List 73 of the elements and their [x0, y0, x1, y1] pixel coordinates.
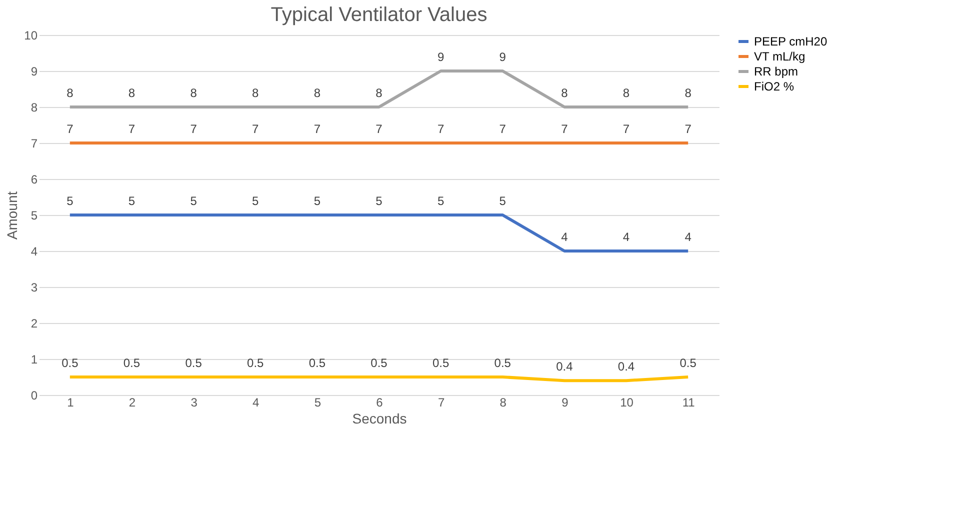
- legend-label: PEEP cmH20: [754, 34, 828, 48]
- data-label: 7: [437, 122, 444, 136]
- data-label: 0.5: [247, 356, 264, 370]
- data-label: 8: [190, 86, 198, 100]
- y-axis-title: Amount: [4, 191, 20, 240]
- y-tick-label: 5: [30, 208, 38, 222]
- data-label: 7: [252, 122, 260, 136]
- data-label: 0.5: [123, 356, 140, 370]
- y-tick-label: 7: [30, 136, 38, 150]
- data-label: 7: [499, 122, 506, 136]
- data-label: 9: [437, 50, 444, 64]
- data-label: 8: [622, 86, 630, 100]
- data-label: 7: [66, 122, 74, 136]
- data-label: 0.5: [185, 356, 202, 370]
- y-tick-label: 4: [30, 244, 38, 258]
- data-label: 7: [684, 122, 692, 136]
- data-label: 8: [376, 86, 383, 100]
- legend-label: FiO2 %: [754, 80, 794, 94]
- y-tick-label: 9: [30, 64, 38, 78]
- data-label: 0.4: [618, 360, 635, 374]
- data-label: 7: [128, 122, 136, 136]
- x-tick-label: 9: [562, 396, 569, 410]
- data-label: 8: [314, 86, 321, 100]
- data-label: 7: [376, 122, 383, 136]
- data-label: 5: [437, 194, 444, 208]
- y-tick-label: 6: [30, 172, 38, 186]
- y-tick-label: 2: [30, 316, 38, 330]
- data-label: 5: [128, 194, 136, 208]
- data-label: 8: [66, 86, 74, 100]
- data-label: 5: [314, 194, 321, 208]
- x-tick-label: 7: [438, 396, 445, 410]
- data-label: 8: [561, 86, 568, 100]
- x-tick-label: 11: [682, 396, 696, 410]
- x-axis-title: Seconds: [352, 410, 407, 426]
- y-tick-label: 0: [30, 388, 38, 402]
- y-tick-label: 10: [24, 28, 38, 42]
- chart-title: Typical Ventilator Values: [270, 4, 488, 26]
- data-label: 5: [499, 194, 506, 208]
- x-tick-label: 1: [67, 396, 74, 410]
- data-label: 4: [684, 230, 692, 244]
- data-label: 0.5: [432, 356, 450, 370]
- data-label: 4: [561, 230, 568, 244]
- x-tick-label: 2: [128, 396, 136, 410]
- data-label: 4: [622, 230, 630, 244]
- data-label: 0.5: [308, 356, 326, 370]
- data-label: 5: [66, 194, 74, 208]
- data-label: 5: [252, 194, 260, 208]
- legend-label: VT mL/kg: [754, 50, 806, 64]
- data-label: 7: [561, 122, 568, 136]
- x-tick-label: 8: [500, 396, 507, 410]
- data-label: 9: [499, 50, 506, 64]
- data-label: 7: [314, 122, 321, 136]
- x-tick-label: 10: [620, 396, 634, 410]
- data-label: 7: [190, 122, 198, 136]
- data-label: 0.4: [556, 360, 574, 374]
- data-label: 0.5: [370, 356, 388, 370]
- data-label: 5: [376, 194, 383, 208]
- data-label: 7: [622, 122, 630, 136]
- x-tick-label: 5: [314, 396, 322, 410]
- y-tick-label: 8: [30, 100, 38, 114]
- data-label: 0.5: [62, 356, 79, 370]
- data-label: 8: [128, 86, 136, 100]
- y-tick-label: 3: [30, 280, 38, 294]
- x-tick-label: 3: [190, 396, 198, 410]
- x-tick-label: 4: [252, 396, 260, 410]
- legend-label: RR bpm: [754, 64, 798, 78]
- x-tick-label: 6: [376, 396, 384, 410]
- data-label: 8: [252, 86, 260, 100]
- data-label: 5: [190, 194, 198, 208]
- y-tick-label: 1: [30, 352, 38, 366]
- data-label: 0.5: [680, 356, 697, 370]
- data-label: 8: [684, 86, 692, 100]
- data-label: 0.5: [494, 356, 512, 370]
